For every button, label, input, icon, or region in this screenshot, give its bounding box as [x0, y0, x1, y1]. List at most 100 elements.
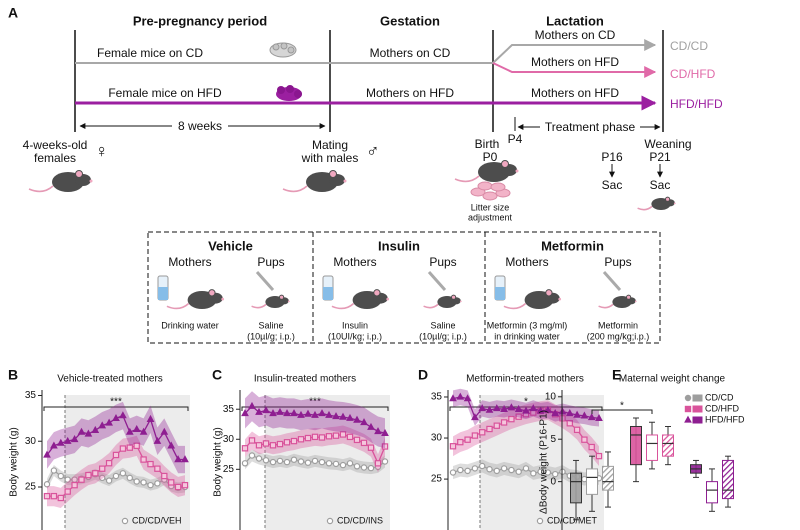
dose-label: in drinking water [494, 331, 560, 341]
marker [290, 456, 298, 463]
marker [595, 452, 603, 460]
dose-label: (200 mg/kg;i.p.) [587, 331, 650, 341]
treatment-box [147, 231, 661, 344]
marker [181, 481, 189, 489]
marker [167, 441, 176, 449]
marker [63, 436, 72, 444]
marker [105, 460, 113, 467]
mouse-ear [665, 196, 671, 202]
marker [77, 427, 86, 435]
marker [367, 444, 375, 451]
legend-label: CD/CD/VEH [132, 515, 182, 525]
treatment-title: Insulin [378, 238, 420, 253]
treatment-shade [65, 395, 190, 530]
dose-label: Saline [258, 320, 283, 330]
marker [471, 432, 479, 439]
mouse-ear [501, 160, 509, 168]
sex-symbol: ♂ [366, 141, 380, 161]
panel-label: C [212, 367, 222, 383]
y-tick-label: 30 [25, 436, 37, 447]
marker [318, 409, 326, 417]
marker [311, 457, 319, 465]
mouse-icon [166, 289, 225, 310]
marker [478, 404, 487, 412]
mouse-icon [28, 170, 93, 193]
marker [161, 472, 168, 480]
marker [78, 476, 85, 483]
marker [121, 517, 129, 525]
marker [276, 407, 284, 415]
diet-label: Female mice on CD [97, 46, 203, 60]
marker [515, 413, 522, 420]
marker [360, 464, 368, 471]
marker [248, 452, 256, 459]
marker [339, 412, 347, 420]
marker [486, 425, 493, 433]
box [570, 472, 582, 504]
marker [381, 428, 389, 436]
cd-hfd-arrow [492, 62, 657, 78]
box [662, 434, 674, 457]
duration-label: 8 weeks [178, 119, 222, 133]
mouse-tail [598, 303, 614, 309]
pup [490, 182, 506, 192]
phase-title: Lactation [546, 13, 604, 28]
error-band [245, 391, 385, 449]
marker [85, 471, 92, 479]
marker [255, 455, 263, 462]
marker [269, 442, 277, 449]
marker [140, 456, 147, 463]
y-tick-label: 35 [431, 392, 443, 403]
mouse-body [478, 162, 510, 182]
marker [262, 457, 270, 464]
legend-swatch [692, 405, 703, 413]
mouse-icon [282, 170, 347, 193]
marker [91, 425, 100, 433]
mouse-icon [423, 294, 462, 309]
significance-bracket [43, 406, 189, 411]
mouse-nose [634, 300, 637, 303]
treatment-title: Vehicle [208, 238, 253, 253]
y-tick-label: 35 [223, 404, 235, 415]
panel-a: A Pre-pregnancy period Gestation Lactati… [8, 5, 723, 344]
marker [139, 427, 148, 435]
marker [297, 436, 305, 443]
stage-label: P16 [601, 150, 623, 164]
y-tick-label: 35 [25, 390, 37, 401]
mouse-tail [637, 205, 653, 211]
legend-swatch [692, 416, 703, 424]
marker [507, 403, 516, 411]
marker [326, 517, 334, 525]
dose-label: (10µl/g; i.p.) [247, 331, 295, 341]
dose-label: Drinking water [161, 320, 219, 330]
marker [50, 467, 58, 474]
marker [493, 467, 500, 475]
marker [449, 469, 457, 476]
marker [332, 412, 340, 420]
marker [587, 413, 596, 421]
marker [283, 409, 291, 417]
marker [92, 470, 99, 477]
mouse-tail [28, 185, 54, 193]
pups-icon [470, 181, 511, 201]
marker [325, 410, 333, 418]
pups-label: Pups [429, 255, 456, 269]
group-label: HFD/HFD [670, 97, 723, 111]
chart-title: Metformin-treated mothers [466, 374, 584, 385]
diet-label: Mothers on CD [535, 28, 616, 42]
marker [318, 434, 326, 441]
hfd-chow-icon [276, 85, 302, 101]
mouse-tail [423, 303, 439, 309]
litter-label: Litter size [471, 202, 510, 212]
diet-label: Female mice on HFD [108, 86, 222, 100]
mouse-ear [545, 289, 553, 297]
y-tick-label: 30 [431, 433, 443, 444]
dose-label: Metformin (3 mg/ml) [487, 320, 568, 330]
marker [500, 419, 508, 426]
panel-label: A [8, 5, 18, 21]
mouse-nose [459, 300, 462, 303]
marker [464, 467, 471, 475]
pups-label: Pups [604, 255, 631, 269]
marker [50, 492, 58, 500]
marker [126, 474, 134, 482]
